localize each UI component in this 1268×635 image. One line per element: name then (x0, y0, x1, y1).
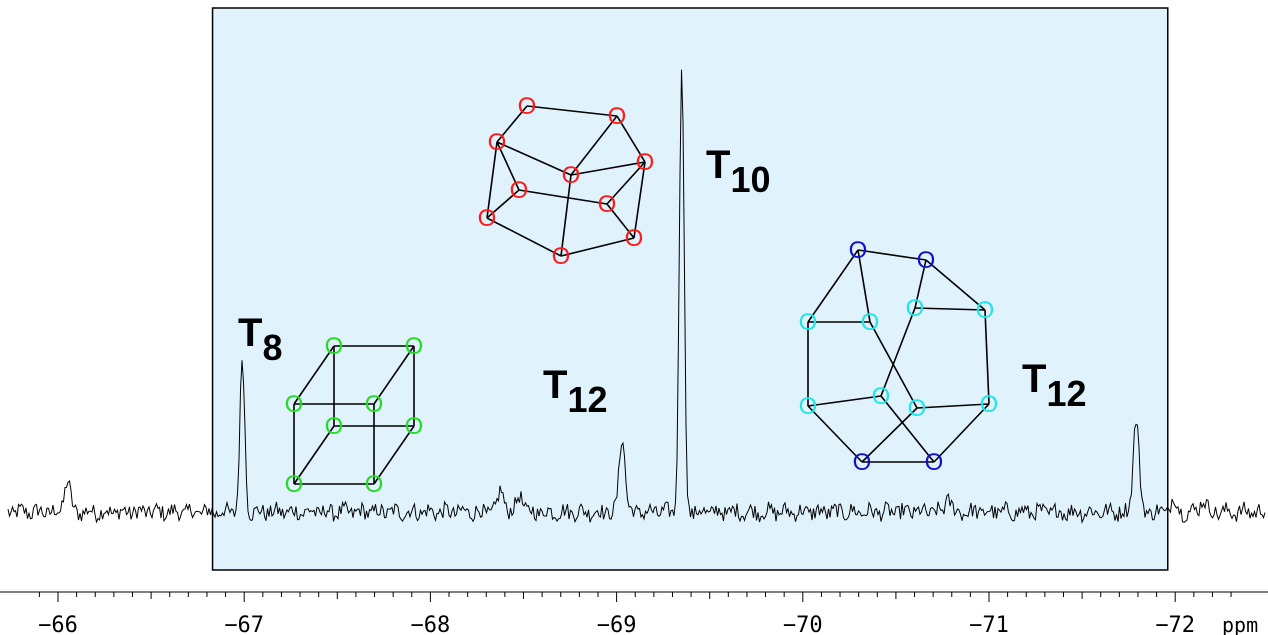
cage-atom-o: O (325, 333, 344, 360)
cage-bond (857, 249, 927, 261)
x-axis-label: ppm (1222, 613, 1258, 635)
cage-atom-o: O (799, 393, 818, 420)
cage-bond (606, 161, 646, 205)
cage-atom-o: O (976, 297, 995, 324)
t12-cage: O OO OO OO O O OO O (799, 237, 999, 476)
cage-bond (807, 395, 882, 407)
peak-label-subscript: 8 (262, 327, 282, 368)
cage-atom-o: O (365, 471, 384, 498)
cage-bond (486, 217, 562, 257)
cage-atom-o: O (598, 191, 617, 218)
x-tick-label: −72 (1155, 613, 1195, 635)
cage-bond (526, 105, 618, 117)
cage-atom-o: O (849, 237, 868, 264)
peak-label-subscript: 12 (567, 379, 607, 420)
cage-atom-o: O (861, 309, 880, 336)
cage-atom-o: O (608, 103, 627, 130)
cage-bond (807, 249, 859, 323)
cage-bond (373, 345, 415, 405)
cage-bond (984, 309, 990, 405)
cage-atom-o: O (285, 391, 304, 418)
cage-bond (861, 407, 918, 463)
cage-bond (807, 405, 863, 463)
cage-atom-o: O (917, 247, 936, 274)
cage-atom-o: O (799, 309, 818, 336)
cage-bond (518, 189, 608, 205)
cage-bond (373, 425, 415, 485)
peak-label-subscript: 10 (730, 159, 770, 200)
cage-atom-o: O (518, 93, 537, 120)
cage-bond (496, 141, 520, 191)
cage-atom-o: O (925, 449, 944, 476)
cage-atom-o: O (478, 205, 497, 232)
cage-atom-o: O (625, 225, 644, 252)
cage-atom-o: O (562, 162, 581, 189)
cage-bond (914, 259, 927, 309)
cage-atom-o: O (980, 391, 999, 418)
x-tick-label: −67 (224, 613, 264, 635)
cage-atom-o: O (510, 177, 529, 204)
x-tick-label: −71 (969, 613, 1009, 635)
cage-bond (570, 161, 646, 176)
cage-bond (880, 307, 916, 397)
x-tick-label: −66 (38, 613, 78, 635)
cage-bond (293, 345, 335, 405)
cage-atom-o: O (552, 243, 571, 270)
cage-bond (914, 307, 986, 311)
cage-bond (560, 174, 572, 257)
cage-bond (916, 403, 990, 409)
cage-atom-o: O (365, 391, 384, 418)
cage-bond (925, 259, 986, 311)
cage-bond (293, 425, 335, 485)
cage-bond (496, 105, 528, 143)
cage-atom-o: O (906, 295, 925, 322)
cage-atom-o: O (908, 395, 927, 422)
cage-bond (606, 203, 635, 239)
x-tick-label: −69 (597, 613, 637, 635)
cage-bond (560, 237, 635, 257)
x-tick-label: −68 (411, 613, 451, 635)
cage-atom-o: O (488, 129, 507, 156)
cage-bond (880, 395, 935, 463)
cage-bond (486, 141, 498, 219)
cage-atom-o: O (285, 471, 304, 498)
cage-bond (496, 141, 572, 176)
cage-bond (570, 115, 618, 176)
cage-bond (857, 249, 871, 323)
cage-bond (486, 189, 520, 219)
peak-label-subscript: 12 (1046, 373, 1086, 414)
x-axis: −66 −67 −68 −69 −70 −71 −72 ppm (0, 591, 1268, 635)
cage-atom-o: O (853, 449, 872, 476)
highlight-region (211, 7, 1169, 571)
spectrum-trace (7, 69, 1266, 524)
cage-atom-o: O (872, 383, 891, 410)
cage-bond (633, 161, 646, 239)
cage-atom-o: O (405, 413, 424, 440)
cage-atom-o: O (325, 413, 344, 440)
x-tick-label: −70 (783, 613, 823, 635)
cage-bond (616, 115, 646, 163)
spectrum-layer (7, 69, 1266, 524)
cage-bond (933, 403, 990, 463)
cage-atom-o: O (636, 149, 655, 176)
t8-cage: O OO OO OO O (285, 333, 424, 498)
cage-atom-o: O (405, 333, 424, 360)
